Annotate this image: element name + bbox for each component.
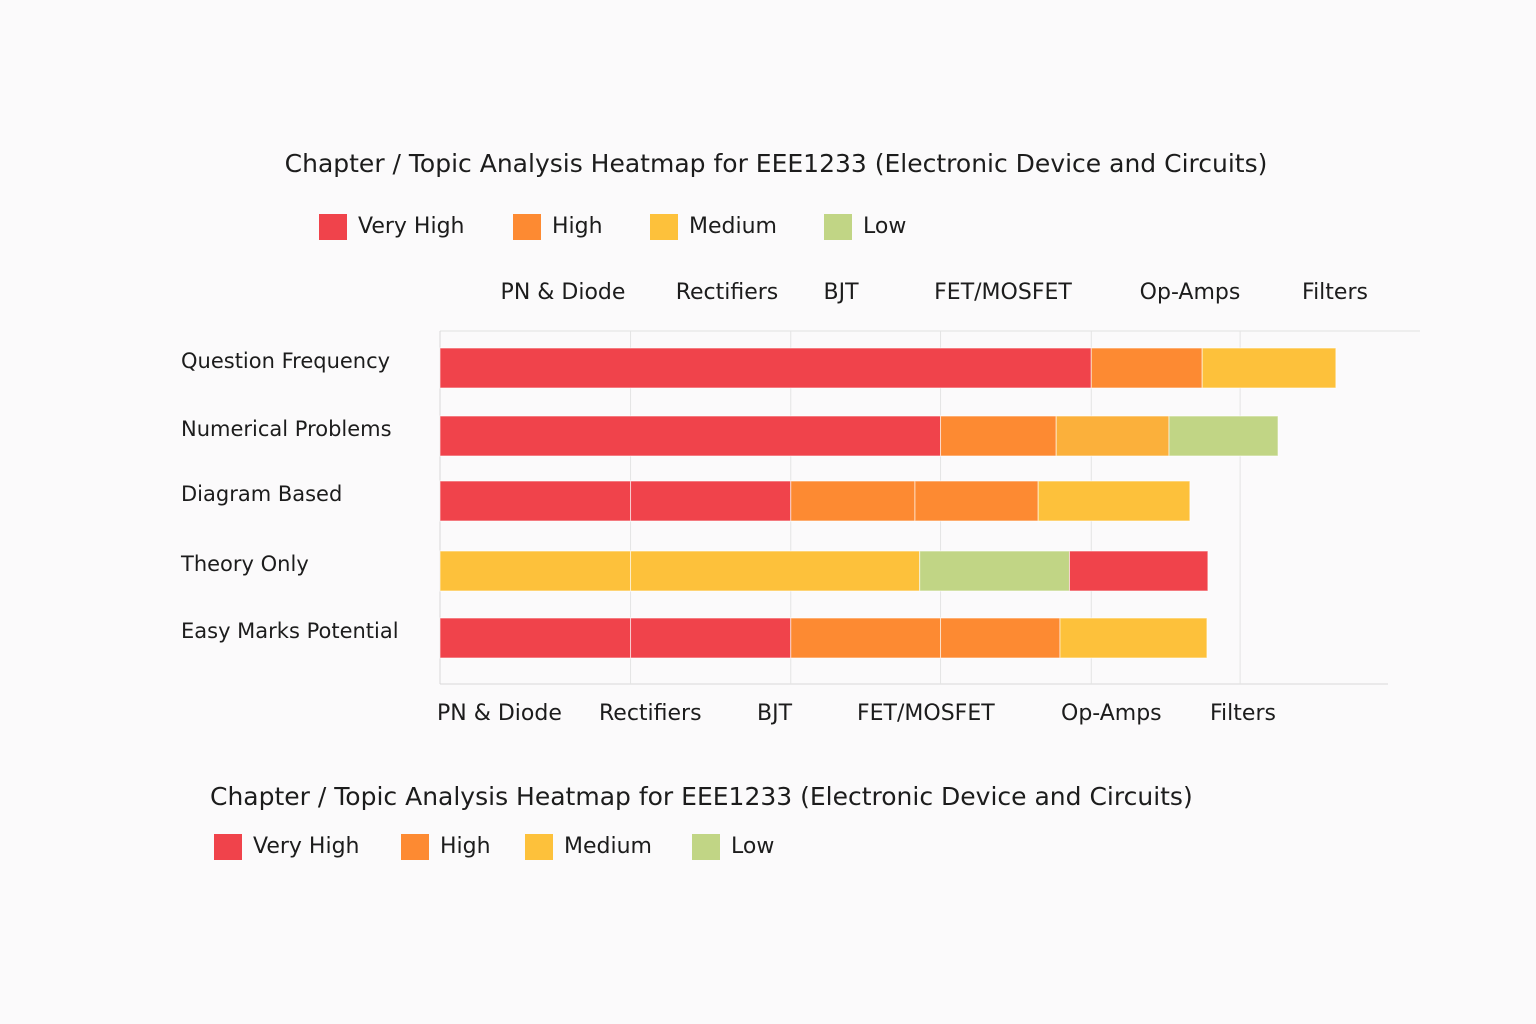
row-label: Diagram Based [181, 482, 342, 506]
bar-segment [919, 550, 1070, 592]
legend-swatch [525, 834, 553, 860]
bar-segment [1168, 415, 1279, 457]
legend-swatch [650, 214, 678, 240]
chart-title: Chapter / Topic Analysis Heatmap for EEE… [285, 149, 1268, 178]
bar-segment [1201, 347, 1337, 389]
legend-label: Medium [689, 214, 777, 239]
row-label: Question Frequency [181, 349, 390, 373]
legend-label: High [552, 214, 603, 239]
x-tick-label: Filters [1210, 701, 1276, 726]
bar-segment [914, 480, 1039, 522]
row-label: Easy Marks Potential [181, 619, 399, 643]
bar-segment [439, 550, 632, 592]
legend-label: Very High [358, 214, 465, 239]
bar-segment [790, 480, 916, 522]
legend-swatch [513, 214, 541, 240]
legend-label: Very High [253, 834, 360, 859]
column-header: Filters [1302, 280, 1368, 305]
bar-segment [439, 347, 1092, 389]
bar-segment [439, 415, 942, 457]
x-tick-label: FET/MOSFET [857, 701, 995, 726]
column-header: Rectifiers [676, 280, 779, 305]
bar-segment [439, 617, 632, 659]
x-tick-label: Rectifiers [599, 701, 702, 726]
legend-swatch [692, 834, 720, 860]
x-tick-label: PN & Diode [437, 701, 562, 726]
column-header: Op-Amps [1140, 280, 1241, 305]
bar-segment [1059, 617, 1208, 659]
bar-segment [790, 617, 942, 659]
bar-segment [940, 415, 1057, 457]
legend-swatch [319, 214, 347, 240]
bar-segment [1090, 347, 1203, 389]
legend-swatch [824, 214, 852, 240]
column-header: PN & Diode [501, 280, 626, 305]
legend-label: Low [863, 214, 906, 239]
legend-label: Medium [564, 834, 652, 859]
legend-swatch [214, 834, 242, 860]
x-tick-label: Op-Amps [1061, 701, 1162, 726]
caption-title: Chapter / Topic Analysis Heatmap for EEE… [210, 782, 1193, 811]
bar-segment [630, 550, 921, 592]
column-header: BJT [823, 280, 859, 305]
legend-swatch [401, 834, 429, 860]
bar-segment [1068, 550, 1209, 592]
column-header: FET/MOSFET [934, 280, 1072, 305]
row-label: Theory Only [180, 552, 309, 576]
x-tick-label: BJT [757, 701, 793, 726]
bar-segment [1037, 480, 1191, 522]
bar-segment [1055, 415, 1170, 457]
legend-label: High [440, 834, 491, 859]
bar-segment [630, 480, 792, 522]
bar-segment [439, 480, 632, 522]
row-label: Numerical Problems [181, 417, 392, 441]
legend-label: Low [731, 834, 774, 859]
bar-segment [630, 617, 792, 659]
bar-segment [940, 617, 1061, 659]
